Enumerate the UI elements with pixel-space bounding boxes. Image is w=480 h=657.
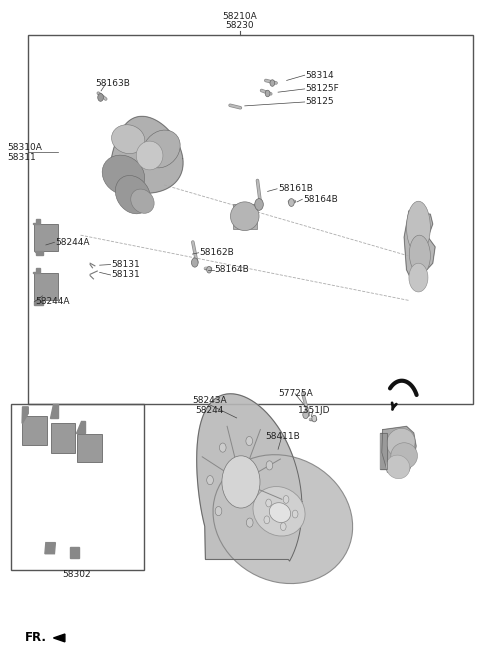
Text: 58310A: 58310A [7, 143, 42, 152]
Circle shape [292, 510, 298, 518]
Circle shape [192, 258, 198, 267]
Circle shape [288, 198, 294, 206]
Circle shape [280, 523, 286, 531]
Text: 58210A: 58210A [223, 12, 257, 21]
Polygon shape [53, 634, 65, 642]
Circle shape [312, 415, 317, 422]
Ellipse shape [386, 455, 410, 479]
Circle shape [207, 476, 214, 485]
Polygon shape [33, 268, 40, 273]
Polygon shape [111, 116, 183, 193]
FancyBboxPatch shape [22, 416, 47, 445]
Circle shape [246, 436, 252, 445]
Circle shape [215, 507, 222, 516]
FancyBboxPatch shape [35, 224, 58, 252]
Circle shape [265, 90, 270, 97]
Ellipse shape [102, 155, 144, 195]
FancyBboxPatch shape [35, 273, 58, 300]
Ellipse shape [407, 201, 431, 254]
Text: 58162B: 58162B [200, 248, 234, 258]
Text: 58311: 58311 [7, 153, 36, 162]
Ellipse shape [136, 141, 163, 170]
Circle shape [98, 93, 103, 101]
Ellipse shape [269, 503, 290, 522]
Circle shape [207, 267, 212, 273]
Text: 58230: 58230 [226, 21, 254, 30]
Polygon shape [76, 421, 85, 433]
Ellipse shape [409, 263, 428, 292]
Polygon shape [70, 547, 79, 558]
Text: 58163B: 58163B [95, 79, 130, 88]
Text: 58244A: 58244A [36, 297, 70, 306]
Text: 58302: 58302 [62, 570, 91, 579]
Text: 58131: 58131 [111, 271, 140, 279]
Circle shape [270, 79, 275, 86]
Circle shape [264, 516, 270, 524]
Text: 58314: 58314 [306, 71, 334, 79]
Polygon shape [45, 543, 55, 554]
Circle shape [266, 461, 273, 470]
Text: 57725A: 57725A [279, 390, 313, 398]
Circle shape [246, 518, 253, 527]
Polygon shape [22, 407, 28, 423]
Text: 58244A: 58244A [55, 238, 90, 247]
FancyBboxPatch shape [77, 434, 102, 463]
Text: FR.: FR. [25, 631, 47, 645]
Ellipse shape [409, 235, 431, 274]
Polygon shape [197, 394, 302, 561]
Text: 58164B: 58164B [303, 194, 338, 204]
Text: 58164B: 58164B [215, 265, 250, 274]
Text: 58161B: 58161B [278, 185, 313, 193]
Bar [28, 35, 473, 403]
Text: 58411B: 58411B [265, 432, 300, 441]
Circle shape [283, 495, 289, 503]
Ellipse shape [391, 443, 418, 469]
Ellipse shape [131, 189, 154, 214]
Text: 58125: 58125 [306, 97, 334, 106]
FancyBboxPatch shape [50, 422, 75, 453]
Circle shape [231, 469, 251, 495]
Polygon shape [404, 211, 435, 279]
Text: 58131: 58131 [111, 260, 140, 269]
Text: 58125F: 58125F [306, 84, 339, 93]
Text: 58243A: 58243A [192, 396, 227, 405]
Circle shape [219, 443, 226, 452]
Text: 58244: 58244 [195, 406, 224, 415]
Polygon shape [36, 252, 43, 256]
Ellipse shape [253, 487, 305, 536]
Circle shape [226, 461, 256, 503]
Circle shape [255, 198, 264, 210]
Polygon shape [33, 219, 40, 224]
Circle shape [222, 456, 260, 508]
Ellipse shape [230, 202, 259, 231]
Polygon shape [35, 301, 43, 305]
Ellipse shape [111, 125, 145, 154]
Bar [11, 403, 144, 570]
FancyBboxPatch shape [233, 204, 257, 229]
Ellipse shape [115, 175, 151, 214]
Ellipse shape [386, 428, 415, 457]
Circle shape [266, 499, 272, 507]
Polygon shape [49, 403, 58, 418]
Ellipse shape [143, 130, 180, 168]
Text: 1351JD: 1351JD [298, 406, 330, 415]
Circle shape [303, 411, 309, 419]
Polygon shape [380, 433, 386, 469]
Polygon shape [382, 426, 416, 474]
Ellipse shape [213, 455, 353, 583]
